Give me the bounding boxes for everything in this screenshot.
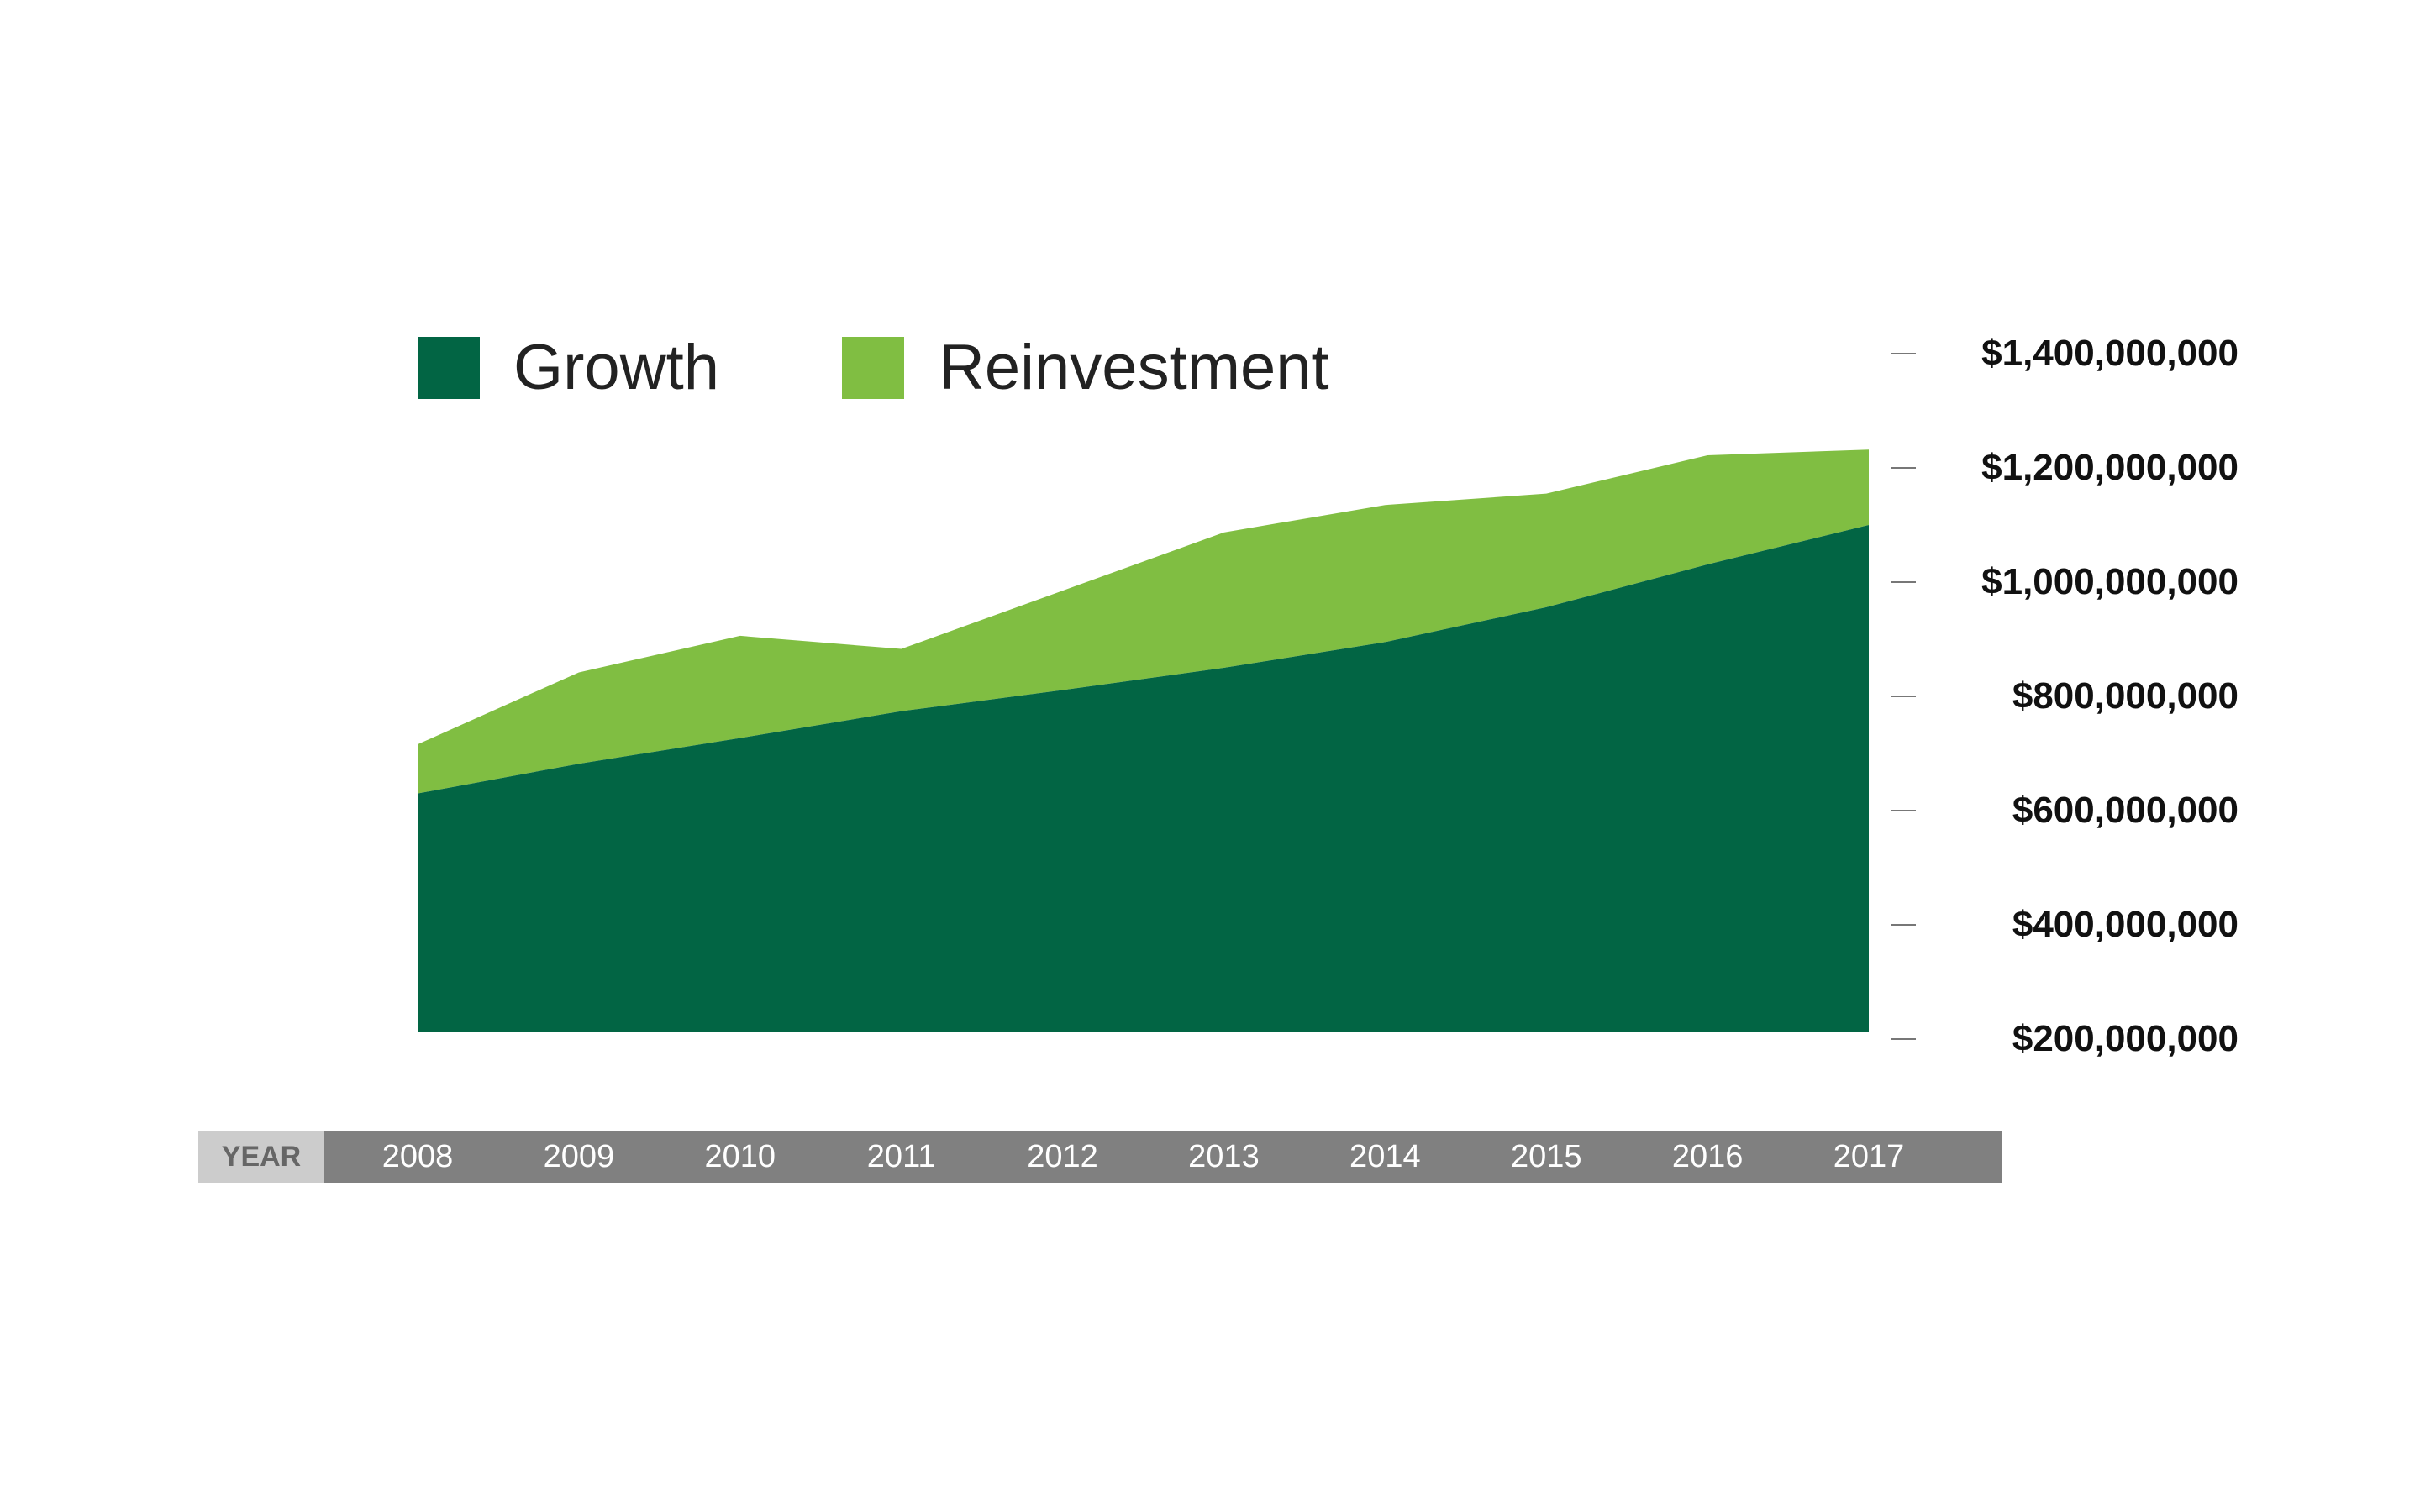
y-tick-label: $1,400,000,000 — [1981, 333, 2238, 374]
x-tick-label: 2012 — [1027, 1139, 1098, 1174]
y-tick-label: $1,000,000,000 — [1981, 561, 2238, 602]
x-axis-year-bar: YEAR 2008 2009 2010 2011 2012 2013 2014 2015 201… — [198, 1131, 2002, 1183]
y-tick-label: $200,000,000 — [2012, 1018, 2238, 1059]
legend-label-growth: Growth — [513, 332, 719, 403]
x-tick-label: 2014 — [1349, 1139, 1421, 1174]
x-tick-label: 2017 — [1833, 1139, 1905, 1174]
area-reinvestment — [418, 449, 1869, 794]
x-tick-label: 2013 — [1188, 1139, 1260, 1174]
legend-swatch-growth — [418, 337, 480, 399]
y-tick-label: $800,000,000 — [2012, 675, 2238, 717]
legend-swatch-reinvestment — [842, 337, 904, 399]
x-tick-label: 2009 — [543, 1139, 615, 1174]
legend-label-reinvestment: Reinvestment — [939, 332, 1329, 403]
x-tick-label: 2008 — [381, 1139, 454, 1174]
x-tick-label: 2015 — [1510, 1139, 1582, 1174]
y-tick-label: $1,200,000,000 — [1981, 447, 2238, 488]
area-growth — [418, 525, 1869, 1032]
y-tick-label: $400,000,000 — [2012, 904, 2238, 945]
x-tick-label: 2016 — [1671, 1139, 1744, 1174]
x-tick-label: 2010 — [704, 1139, 776, 1174]
x-tick-label: 2011 — [866, 1139, 936, 1174]
x-axis-title: YEAR — [198, 1131, 324, 1183]
y-tick-label: $600,000,000 — [2012, 790, 2238, 831]
